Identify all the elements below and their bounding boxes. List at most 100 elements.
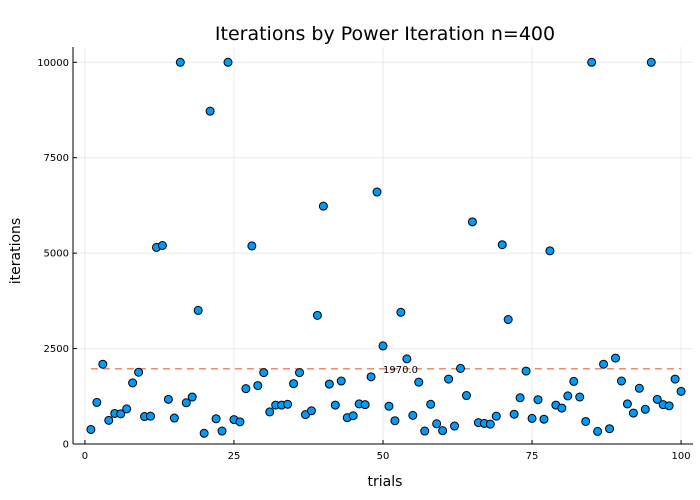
data-point [414,377,424,387]
x-tick-label: 50 [377,451,390,462]
data-point [318,201,328,211]
y-tick-label: 2500 [44,344,69,355]
data-point [563,391,573,401]
mean-line-label: 1970.0 [383,365,418,376]
data-point [628,408,638,418]
data-point [348,411,358,421]
data-point [527,413,537,423]
data-point [587,57,597,67]
y-tick-label: 10000 [37,58,69,69]
data-point [360,400,370,410]
y-tick-label: 7500 [44,153,69,164]
data-point [491,411,501,421]
data-point [676,386,686,396]
data-point [378,341,388,351]
data-point [599,359,609,369]
data-point [211,414,221,424]
data-point [593,426,603,436]
mean-line-group: 1970.0 [90,365,682,376]
data-point [163,394,173,404]
data-point [98,359,108,369]
data-point [92,397,102,407]
data-point [509,409,519,419]
data-point [569,376,579,386]
data-point [336,376,346,386]
data-point [420,426,430,436]
data-point [146,411,155,421]
data-point [402,354,412,364]
data-point [134,367,144,377]
data-point [646,57,656,67]
data-point [312,310,322,320]
data-point [521,366,531,376]
data-point [575,392,585,402]
data-point [223,57,233,67]
x-tick-label: 75 [526,451,539,462]
y-axis-label: iterations [8,218,24,284]
data-point [545,246,555,256]
x-tick-label: 0 [82,451,88,462]
data-point [634,383,644,393]
data-point [235,417,245,427]
axes: 0 25 50 75 100 0 2500 5000 7500 10000 [37,47,693,462]
data-point [640,404,650,414]
x-tick-label: 100 [672,451,691,462]
data-point [450,421,460,431]
data-point [259,368,269,378]
data-point [533,395,543,405]
data-point [557,403,567,413]
data-point [199,428,209,438]
data-point [122,404,132,414]
data-point [324,379,334,389]
data-point [205,106,215,116]
data-point [306,406,316,416]
data-point [670,374,680,384]
y-tick-label: 5000 [44,249,69,260]
data-point [432,419,442,429]
data-point [515,393,525,403]
data-point [169,413,179,423]
data-point [175,57,185,67]
data-point [217,426,227,436]
data-point [396,307,406,317]
y-tick-label: 0 [63,440,69,451]
data-point [461,391,471,401]
data-point [86,424,96,434]
data-point [503,315,513,325]
data-point [241,384,251,394]
data-point [444,374,454,384]
data-point [456,363,465,373]
data-point [253,381,263,391]
data-point [384,401,394,411]
data-point [187,392,197,402]
data-point [247,241,257,251]
data-point [408,410,418,420]
data-points [86,57,686,438]
data-point [605,424,615,434]
data-point [289,379,299,389]
data-point [157,241,167,250]
data-point [330,400,340,410]
data-point [611,353,620,363]
data-point [652,394,662,404]
x-axis-label: trials [368,474,403,490]
data-point [372,187,382,197]
data-point [438,426,448,436]
data-point [622,399,632,409]
data-point [181,398,191,408]
data-point [616,376,626,386]
data-point [497,240,507,250]
data-point [390,416,400,426]
data-point [295,368,305,378]
data-point [116,409,126,419]
data-point [193,305,203,315]
data-point [467,217,477,227]
data-point [366,372,376,382]
chart-title: Iterations by Power Iteration n=400 [215,23,555,45]
data-point [485,419,495,429]
data-point [128,378,138,388]
data-point [539,414,549,424]
data-point [104,415,114,425]
